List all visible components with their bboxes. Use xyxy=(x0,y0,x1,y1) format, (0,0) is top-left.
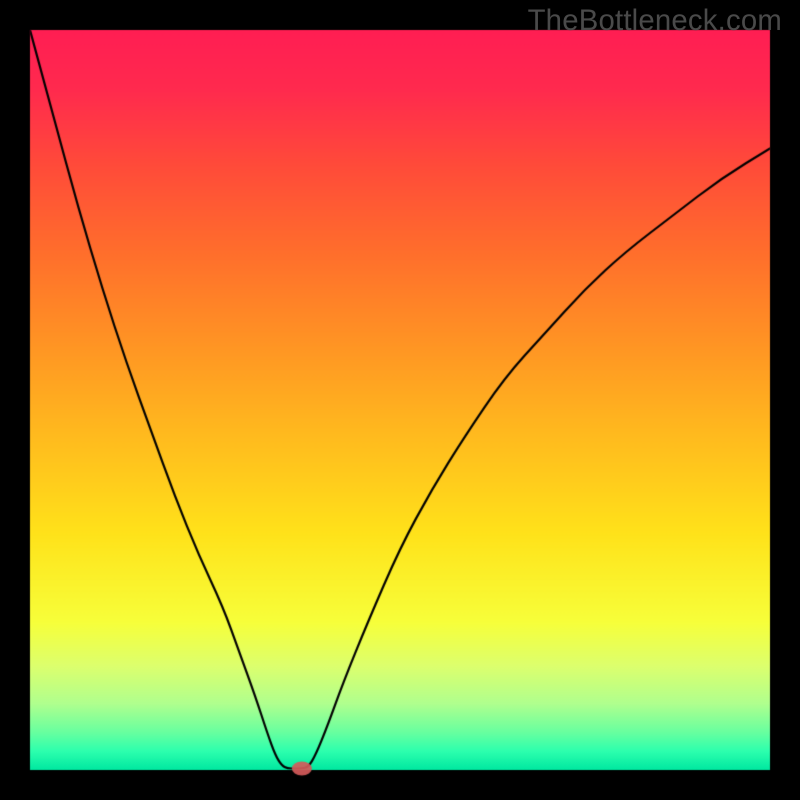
chart-stage: TheBottleneck.com xyxy=(0,0,800,800)
highlight-point-marker xyxy=(0,0,800,800)
watermark-text: TheBottleneck.com xyxy=(528,4,782,38)
